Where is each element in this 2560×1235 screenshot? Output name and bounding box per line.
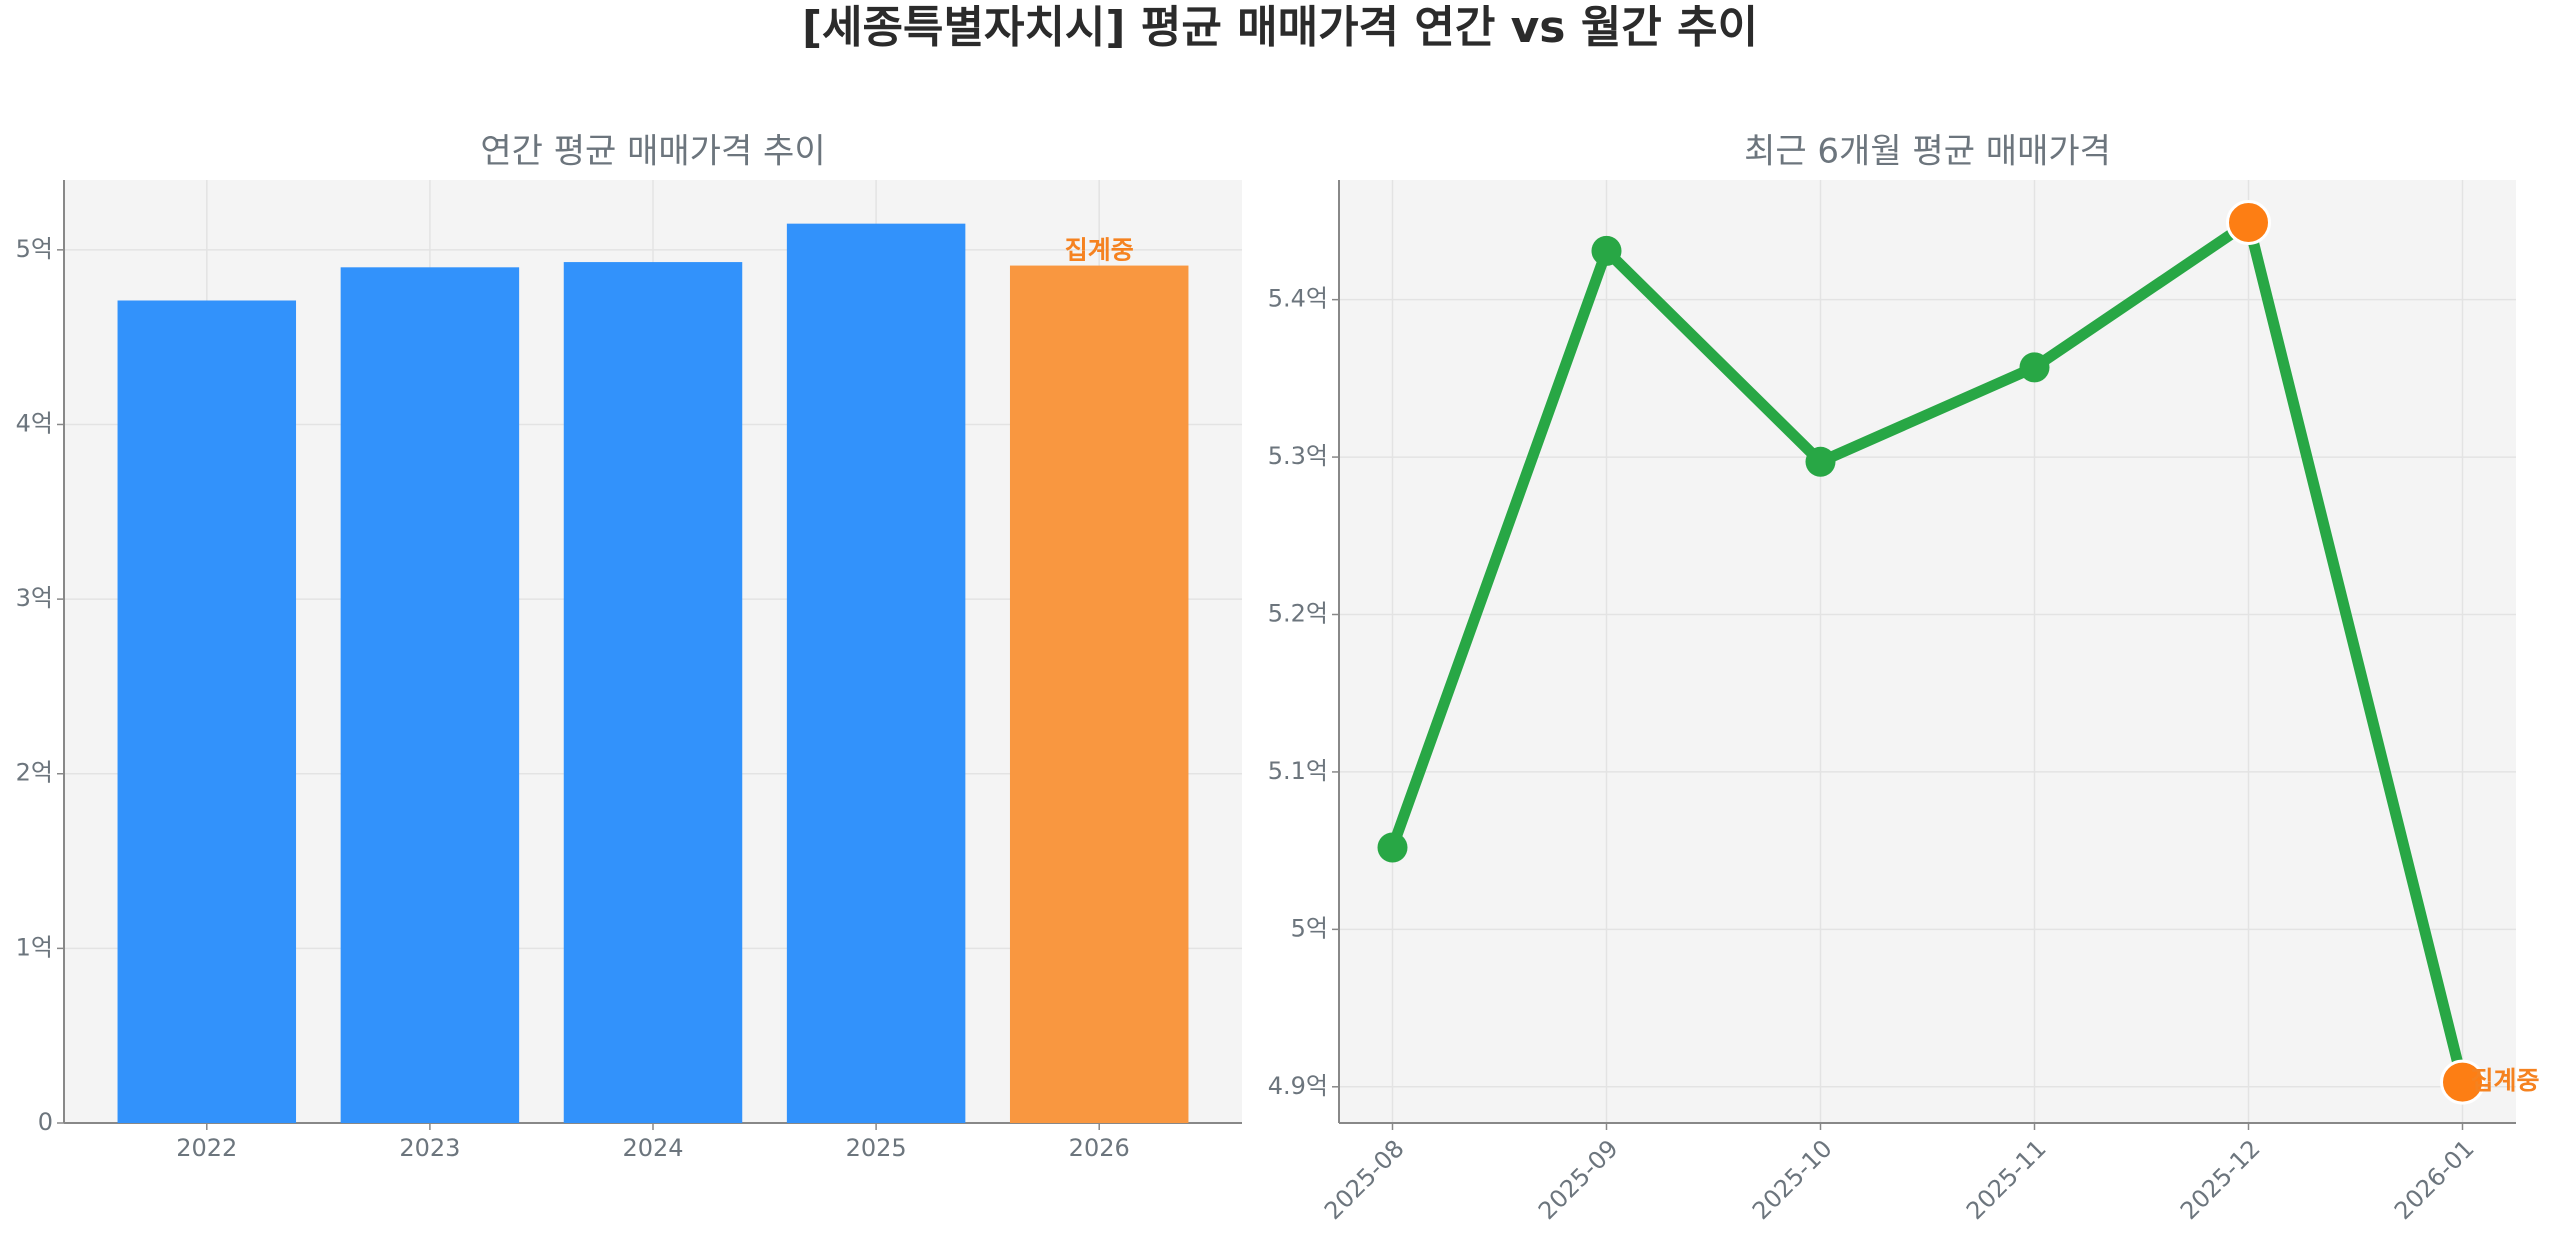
- plot-background: [1339, 180, 2516, 1123]
- y-tick-label: 5억: [16, 235, 53, 263]
- bar: [117, 300, 297, 1123]
- x-tick-label: 2026: [1069, 1134, 1130, 1162]
- bar: [786, 223, 966, 1123]
- y-tick-label: 5.3억: [1268, 442, 1328, 470]
- point: [1377, 832, 1408, 863]
- point: [1591, 235, 1622, 266]
- bar: [1009, 265, 1189, 1124]
- x-tick-label: 2025-10: [1747, 1134, 1838, 1225]
- y-tick-label: 4.9억: [1268, 1072, 1328, 1100]
- y-tick-label: 0: [38, 1108, 53, 1136]
- x-tick-label: 2024: [622, 1134, 683, 1162]
- chart-title: 최근 6개월 평균 매매가격: [1744, 132, 2111, 172]
- bar: [340, 267, 520, 1123]
- annotation: 집계중: [2471, 1066, 2540, 1095]
- y-tick-label: 5.2억: [1268, 600, 1328, 628]
- y-tick-label: 5억: [1291, 914, 1328, 942]
- x-tick-label: 2022: [176, 1134, 237, 1162]
- x-tick-label: 2025-12: [2175, 1134, 2266, 1225]
- y-tick-label: 1억: [16, 933, 53, 961]
- bar: [563, 262, 743, 1123]
- figure-title: [세종특별자치시] 평균 매매가격 연간 vs 월간 추이: [802, 2, 1758, 53]
- y-tick-label: 5.1억: [1268, 757, 1328, 785]
- point: [2440, 1059, 2485, 1105]
- x-tick-label: 2023: [399, 1134, 460, 1162]
- chart-title: 연간 평균 매매가격 추이: [480, 132, 825, 172]
- annotation: 집계중: [1065, 236, 1134, 265]
- y-tick-label: 4억: [16, 409, 53, 437]
- x-tick-label: 2025-11: [1961, 1134, 2052, 1225]
- y-tick-label: 3억: [16, 584, 53, 612]
- y-tick-label: 5.4억: [1268, 285, 1328, 313]
- line: [1387, 217, 2468, 1084]
- x-tick-label: 2025-09: [1533, 1134, 1624, 1225]
- point: [2019, 352, 2050, 383]
- point: [1805, 446, 1836, 477]
- x-tick-label: 2026-01: [2389, 1134, 2480, 1225]
- x-tick-label: 2025-08: [1319, 1134, 1410, 1225]
- point: [2226, 200, 2271, 246]
- x-tick-label: 2025: [846, 1134, 907, 1162]
- y-tick-label: 2억: [16, 759, 53, 787]
